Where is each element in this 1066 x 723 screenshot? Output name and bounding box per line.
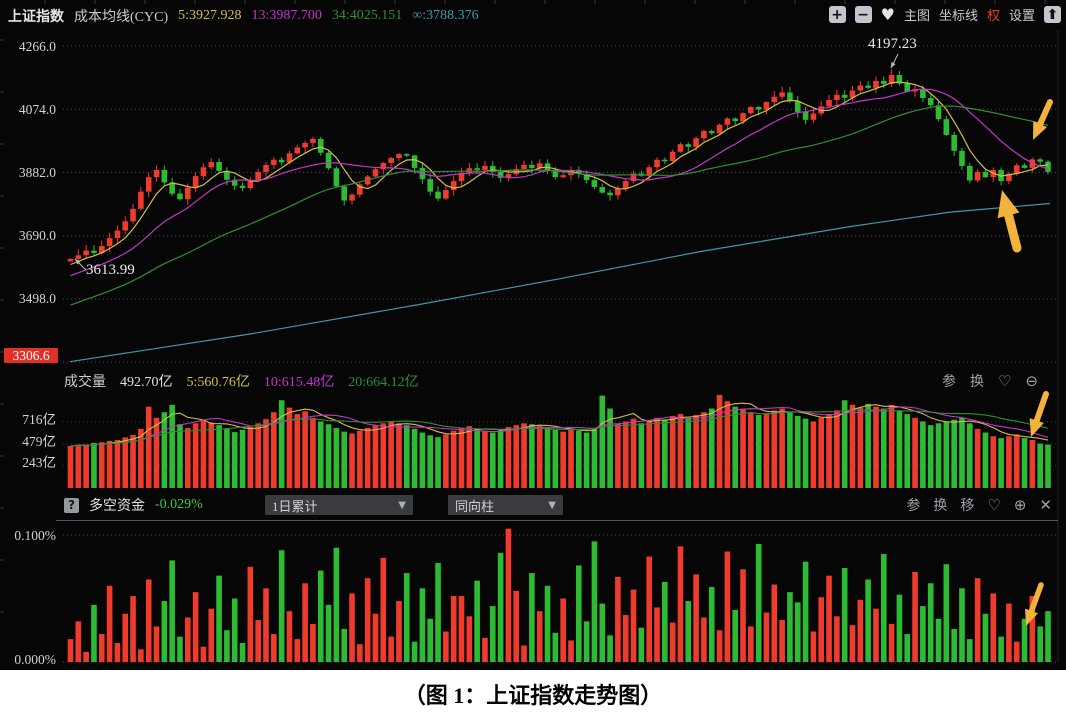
- index-name: 上证指数: [8, 10, 64, 25]
- style-dropdown[interactable]: 同向柱 ▼: [448, 495, 563, 515]
- oscillator-panel-controls: 参 换 移 ♡ ⊕ ✕: [906, 495, 1052, 515]
- price-axis-tick: 3498.0: [18, 291, 56, 306]
- chart-canvas: [0, 0, 1059, 663]
- volume-switch-button[interactable]: 换: [969, 375, 984, 390]
- volume-param-button[interactable]: 参: [941, 375, 956, 390]
- volume-axis-tick: 243亿: [22, 455, 56, 470]
- export-icon[interactable]: ⬆: [1044, 6, 1061, 23]
- cyc13-value: 13:3987.700: [251, 8, 322, 23]
- high-price-annotation: 4197.23: [868, 36, 917, 52]
- volume-ma10-value: 10:615.48亿: [263, 375, 335, 390]
- volume-title: 成交量: [64, 375, 106, 390]
- figure-caption: （图 1：上证指数走势图）: [403, 683, 663, 708]
- volume-axis-tick: 479亿: [22, 434, 56, 449]
- low-price-annotation: 3613.99: [86, 262, 135, 278]
- cyc34-value: 34:4025.151: [331, 8, 403, 23]
- oscillator-switch-button[interactable]: 换: [933, 499, 948, 514]
- main-chart-menu[interactable]: 主图: [903, 8, 930, 23]
- collapse-panel-icon[interactable]: ⊖: [1025, 372, 1038, 390]
- rights-adjust-button[interactable]: 权: [986, 8, 1000, 23]
- last-price-badge: 3306.6: [4, 348, 58, 363]
- oscillator-param-button[interactable]: 参: [906, 499, 921, 514]
- price-axis-tick: 4074.0: [18, 102, 56, 117]
- settings-button[interactable]: 设置: [1008, 8, 1035, 23]
- close-icon[interactable]: ✕: [1039, 496, 1052, 514]
- price-axis-tick: 4266.0: [18, 39, 56, 54]
- trading-app-window: 上证指数 成本均线(CYC) 5:3927.928 13:3987.700 34…: [0, 0, 1066, 670]
- oscillator-title: 多空资金: [89, 499, 145, 514]
- volume-ma20-value: 20:664.12亿: [348, 375, 419, 390]
- price-axis-tick: 3882.0: [18, 165, 56, 180]
- oscillator-axis-tick: 0.100%: [14, 528, 56, 543]
- overlay-indicator-name: 成本均线(CYC): [74, 10, 169, 25]
- style-dropdown-value: 同向柱: [455, 498, 495, 514]
- axis-lines-menu[interactable]: 坐标线: [938, 8, 978, 23]
- volume-axis-tick: 716亿: [22, 412, 56, 427]
- volume-current-value: 492.70亿: [120, 375, 173, 390]
- volume-panel-header: 成交量 492.70亿 5:560.76亿 10:615.48亿 20:664.…: [64, 371, 419, 391]
- oscillator-panel-header: ? 多空资金 -0.029%: [64, 495, 203, 515]
- oscillator-value: -0.029%: [155, 497, 203, 512]
- chart-header-left: 上证指数 成本均线(CYC) 5:3927.928 13:3987.700 34…: [0, 6, 479, 26]
- period-dropdown-value: 1日累计: [272, 498, 318, 514]
- oscillator-move-button[interactable]: 移: [960, 499, 975, 514]
- cyc-inf-value: ∞:3788.376: [412, 8, 479, 23]
- help-icon[interactable]: ?: [64, 497, 79, 513]
- cyc5-value: 5:3927.928: [178, 8, 242, 23]
- chart-header-controls: + − ♥ 主图 坐标线 权 设置 ⬆: [828, 5, 1061, 24]
- period-dropdown[interactable]: 1日累计 ▼: [265, 495, 413, 515]
- zoom-out-button[interactable]: −: [854, 6, 872, 23]
- heart-outline-icon[interactable]: ♡: [997, 372, 1012, 390]
- heart-outline-icon[interactable]: ♡: [987, 496, 1001, 514]
- volume-ma5-value: 5:560.76亿: [186, 375, 250, 390]
- chevron-down-icon: ▼: [398, 499, 406, 511]
- zoom-in-button[interactable]: +: [828, 6, 846, 23]
- expand-panel-icon[interactable]: ⊕: [1013, 496, 1027, 514]
- price-axis-tick: 3690.0: [18, 228, 56, 243]
- volume-panel-controls: 参 换 ♡ ⊖: [942, 371, 1038, 391]
- chevron-down-icon: ▼: [548, 499, 556, 511]
- oscillator-axis-tick: 0.000%: [14, 652, 56, 667]
- panel-divider: [56, 520, 1058, 521]
- favorite-icon[interactable]: ♥: [880, 5, 895, 24]
- chart-header: 上证指数 成本均线(CYC) 5:3927.928 13:3987.700 34…: [0, 5, 1066, 27]
